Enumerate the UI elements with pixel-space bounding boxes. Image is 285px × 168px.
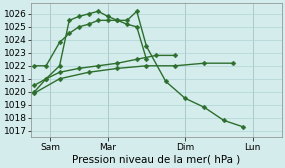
X-axis label: Pression niveau de la mer( hPa ): Pression niveau de la mer( hPa ) [72,155,240,164]
